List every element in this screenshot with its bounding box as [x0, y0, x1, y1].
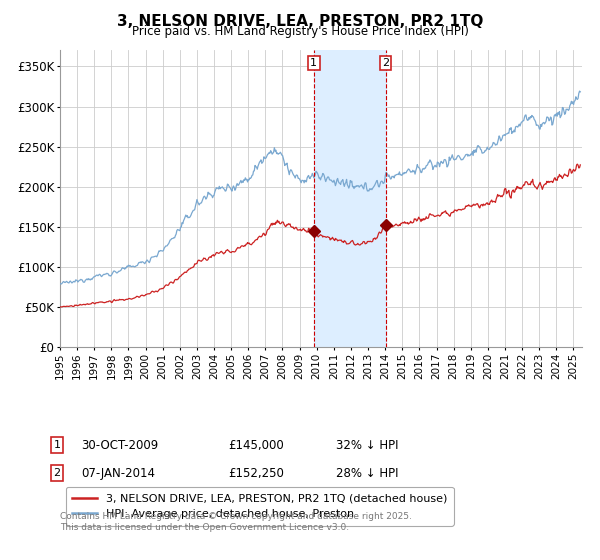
Text: 28% ↓ HPI: 28% ↓ HPI — [336, 466, 398, 480]
Text: £145,000: £145,000 — [228, 438, 284, 452]
Bar — [314, 50, 386, 347]
Text: 07-JAN-2014: 07-JAN-2014 — [81, 466, 155, 480]
Text: 1: 1 — [310, 58, 317, 68]
Text: 30-OCT-2009: 30-OCT-2009 — [81, 438, 158, 452]
Text: Contains HM Land Registry data © Crown copyright and database right 2025.
This d: Contains HM Land Registry data © Crown c… — [60, 512, 412, 532]
Legend: 3, NELSON DRIVE, LEA, PRESTON, PR2 1TQ (detached house), HPI: Average price, det: 3, NELSON DRIVE, LEA, PRESTON, PR2 1TQ (… — [65, 487, 454, 526]
Text: 2: 2 — [53, 468, 61, 478]
Text: 3, NELSON DRIVE, LEA, PRESTON, PR2 1TQ: 3, NELSON DRIVE, LEA, PRESTON, PR2 1TQ — [117, 14, 483, 29]
Text: 1: 1 — [53, 440, 61, 450]
Text: 2: 2 — [382, 58, 389, 68]
Text: 32% ↓ HPI: 32% ↓ HPI — [336, 438, 398, 452]
Text: £152,250: £152,250 — [228, 466, 284, 480]
Text: Price paid vs. HM Land Registry's House Price Index (HPI): Price paid vs. HM Land Registry's House … — [131, 25, 469, 38]
